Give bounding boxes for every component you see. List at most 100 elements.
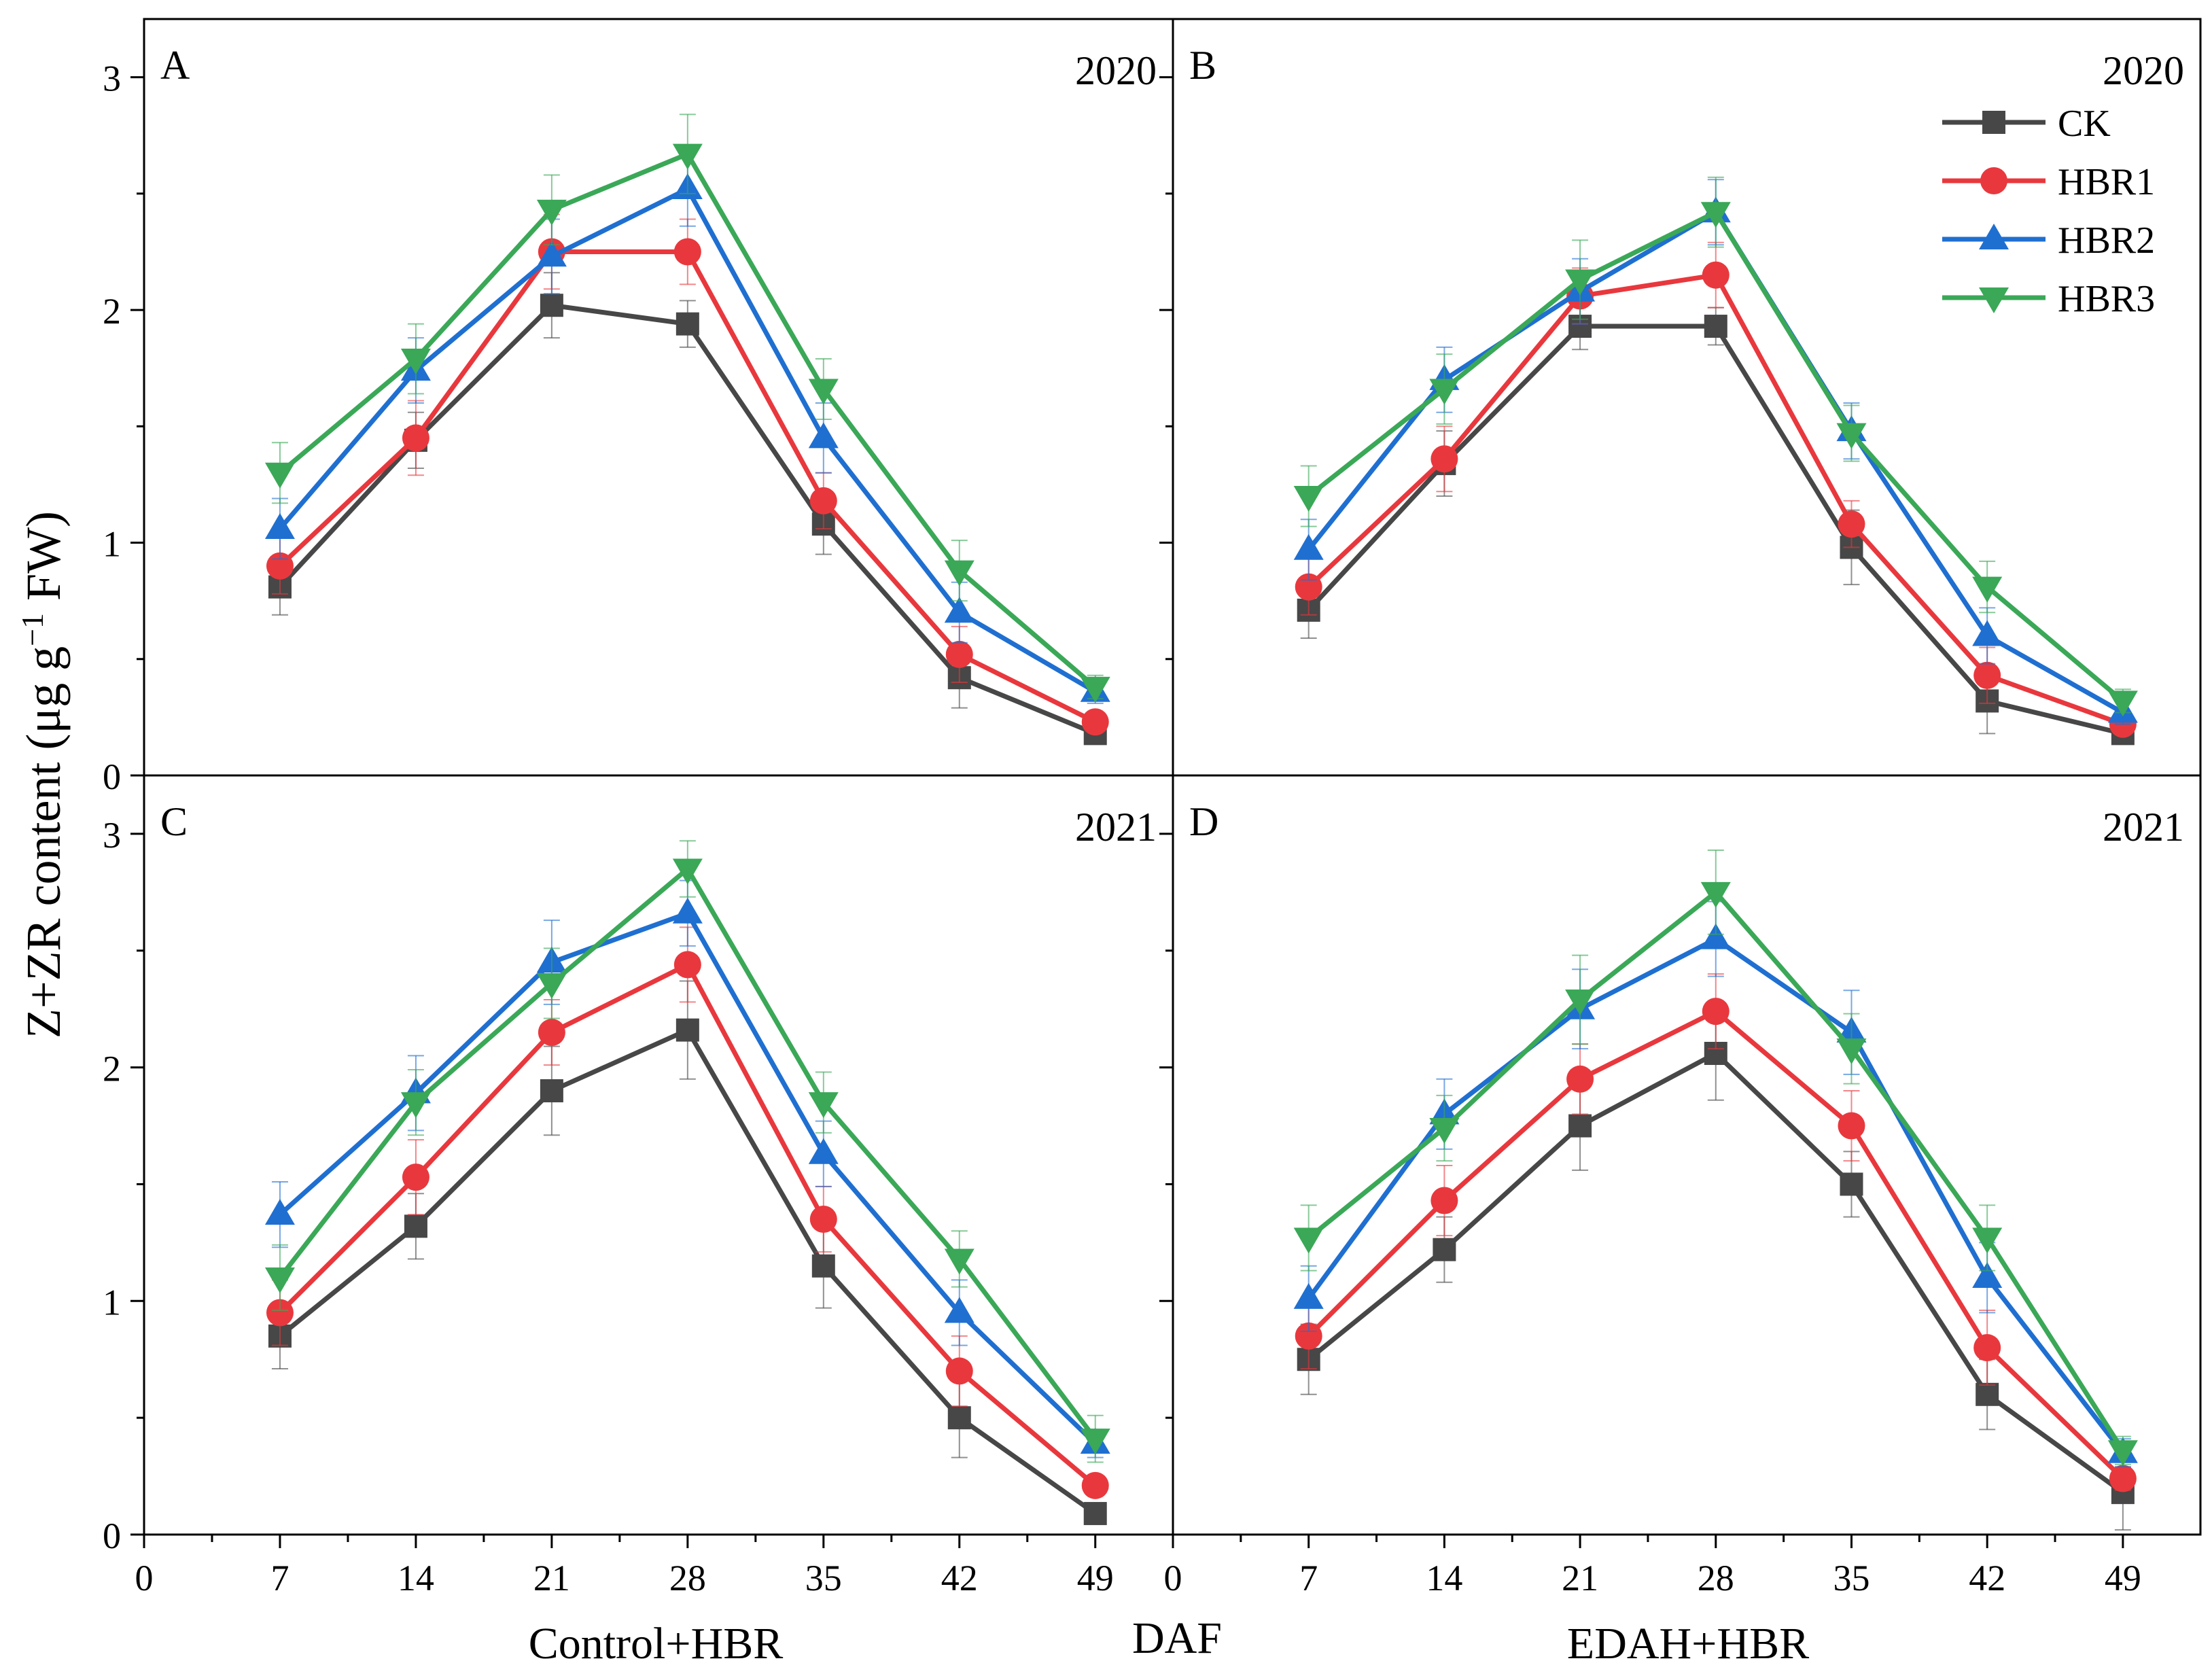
data-point	[1973, 1334, 2001, 1362]
x-tick-label: 49	[2105, 1558, 2141, 1598]
x-axis-title-right: EDAH+HBR	[1567, 1619, 1809, 1668]
y-tick-label: 1	[103, 524, 121, 565]
data-point	[808, 1092, 839, 1119]
data-point	[1430, 1187, 1458, 1214]
data-point	[945, 1357, 973, 1385]
data-point	[675, 1018, 699, 1042]
data-point	[402, 1163, 429, 1191]
panel-frame	[1172, 774, 2202, 1536]
data-point	[540, 1079, 563, 1102]
data-point	[266, 1299, 294, 1327]
data-point	[1080, 676, 1110, 703]
data-point	[947, 1406, 971, 1430]
data-point	[536, 199, 567, 226]
series-hbr3	[264, 113, 1110, 703]
x-tick-label: 21	[1562, 1558, 1598, 1598]
data-point	[1429, 379, 1460, 405]
data-point	[1702, 261, 1730, 289]
legend: CK HBR1 HBR2 HBR3	[1942, 103, 2155, 320]
data-point	[809, 1206, 837, 1233]
data-point	[1972, 576, 2003, 603]
panel-year: 2020	[2103, 48, 2184, 93]
y-tick-label: 2	[103, 1049, 121, 1089]
y-tick-label: 3	[103, 58, 121, 99]
legend-label: CK	[2058, 103, 2111, 145]
data-point	[1430, 445, 1458, 473]
y-tick-label: 3	[103, 815, 121, 856]
x-tick-label: 21	[533, 1558, 570, 1598]
x-tick-label: 14	[1426, 1558, 1462, 1598]
x-tick-label: 0	[1164, 1558, 1182, 1598]
data-point	[1838, 510, 1865, 538]
data-point	[675, 312, 699, 336]
panel-year: 2021	[1075, 805, 1157, 850]
data-point	[811, 1254, 835, 1278]
legend-marker	[1982, 111, 2005, 134]
x-axis-title-center: DAF	[1132, 1613, 1222, 1663]
data-point	[809, 487, 837, 514]
panel-letter: A	[160, 43, 190, 88]
panel-letter: D	[1189, 799, 1218, 844]
data-point	[402, 424, 429, 452]
data-point	[945, 640, 973, 668]
series-hbr3	[1293, 176, 2138, 717]
data-point	[1081, 708, 1109, 736]
data-point	[538, 1019, 565, 1047]
data-point	[1976, 1382, 1999, 1406]
series-hbr3	[1293, 849, 2138, 1467]
x-axis-title-left: Control+HBR	[529, 1619, 784, 1668]
data-point	[264, 462, 295, 489]
legend-marker	[1979, 224, 2009, 249]
series-ck	[268, 980, 1107, 1526]
data-point	[1295, 1322, 1322, 1350]
legend-marker	[1980, 167, 2007, 194]
data-point	[1700, 202, 1731, 228]
series-hbr1	[266, 213, 1109, 736]
data-point	[2107, 1440, 2138, 1467]
x-tick-label: 0	[135, 1558, 154, 1598]
panel-frame	[1172, 18, 2202, 777]
data-point	[944, 597, 975, 623]
data-point	[808, 379, 839, 405]
x-tick-label: 28	[669, 1558, 706, 1598]
data-point	[264, 1267, 295, 1293]
legend-marker	[1979, 287, 2009, 313]
data-point	[944, 1297, 975, 1323]
panel-d: 0 7 14 21 28 35 42 49 D 2021	[1159, 774, 2202, 1598]
panel-frame	[143, 18, 1174, 777]
y-tick-label: 2	[103, 291, 121, 332]
data-point	[536, 241, 567, 267]
data-point	[404, 1214, 427, 1238]
data-point	[1293, 486, 1324, 512]
legend-label: HBR1	[2058, 161, 2155, 203]
data-point	[673, 238, 701, 266]
data-point	[1083, 1502, 1107, 1526]
data-point	[1702, 998, 1730, 1026]
data-point	[264, 1199, 295, 1225]
legend-entry-ck: CK	[1942, 103, 2111, 145]
data-point	[944, 1248, 975, 1275]
data-point	[536, 973, 567, 999]
x-tick-label: 7	[1299, 1558, 1318, 1598]
panel-a: 0 1 2 3 A 2020	[103, 18, 1174, 797]
data-point	[1972, 1261, 2003, 1288]
data-point	[400, 1092, 431, 1119]
data-point	[808, 1138, 839, 1164]
panel-c: 0 1 2 3 0 7 14 21 28 35 42 49 C 2021	[103, 774, 1174, 1598]
series-hbr3	[264, 840, 1110, 1463]
series-line	[1307, 323, 2124, 736]
data-point	[1566, 1065, 1594, 1093]
legend-entry-hbr1: HBR1	[1942, 161, 2155, 203]
panel-year: 2020	[1075, 48, 1157, 93]
data-point	[2109, 1465, 2137, 1492]
x-tick-label: 14	[398, 1558, 434, 1598]
data-point	[1840, 1172, 1863, 1196]
series-ck	[268, 272, 1107, 746]
data-point	[1080, 1429, 1110, 1455]
panel-letter: C	[160, 799, 188, 844]
x-tick-label: 42	[941, 1558, 978, 1598]
data-point	[672, 858, 703, 885]
series-hbr1	[266, 926, 1109, 1499]
panel-year: 2021	[2103, 805, 2184, 850]
data-point	[1429, 1117, 1460, 1144]
